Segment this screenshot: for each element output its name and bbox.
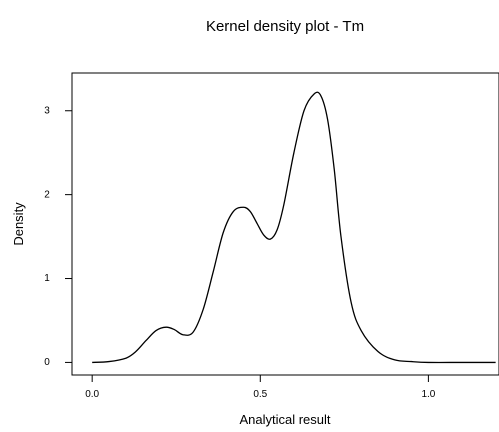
y-tick-label: 2 bbox=[44, 189, 50, 200]
x-axis: 0.0 0.5 1.0 bbox=[85, 375, 436, 400]
y-axis-title: Density bbox=[11, 202, 26, 246]
x-axis-title: Analytical result bbox=[239, 412, 330, 427]
chart-title: Kernel density plot - Tm bbox=[206, 18, 364, 35]
y-tick-label: 1 bbox=[44, 273, 50, 284]
x-tick-label: 0.5 bbox=[253, 389, 267, 400]
plot-frame bbox=[71, 72, 499, 376]
y-tick-label: 0 bbox=[44, 357, 50, 368]
y-axis: 0 1 2 3 bbox=[44, 105, 72, 368]
density-curve bbox=[92, 91, 496, 364]
y-tick-label: 3 bbox=[44, 105, 50, 116]
x-tick-label: 1.0 bbox=[421, 389, 435, 400]
x-tick-label: 0.0 bbox=[85, 389, 99, 400]
